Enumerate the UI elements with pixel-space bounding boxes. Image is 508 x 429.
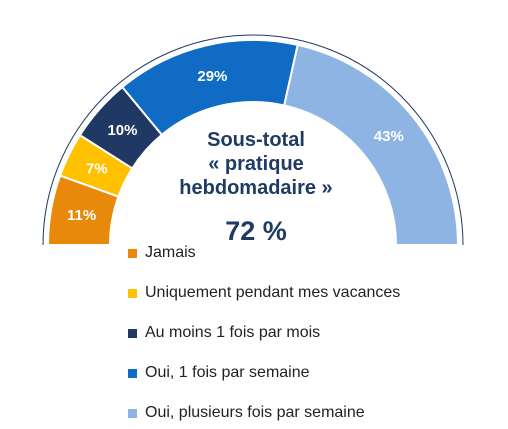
legend-swatch xyxy=(128,328,137,338)
legend-swatch xyxy=(128,368,137,378)
legend-item-mois: Au moins 1 fois par mois xyxy=(128,323,320,343)
segment-label: 10% xyxy=(107,122,137,139)
legend-swatch xyxy=(128,288,137,298)
legend-item-plusieurs-fois-semaine: Oui, plusieurs fois par semaine xyxy=(128,403,365,423)
outer-ring-line xyxy=(42,34,464,246)
legend-label: Uniquement pendant mes vacances xyxy=(145,284,401,301)
legend-label: Jamais xyxy=(145,244,196,261)
legend-label: Au moins 1 fois par mois xyxy=(145,324,321,341)
subtotal-value: 72 % xyxy=(225,216,287,246)
subtotal-title-line-1: Sous-total xyxy=(207,129,305,151)
legend-item-jamais: Jamais xyxy=(128,243,196,263)
legend-item-vacances: Uniquement pendant mes vacances xyxy=(128,283,400,303)
segment-label: 11% xyxy=(67,207,96,224)
segment-label: 7% xyxy=(86,160,108,177)
segment-label: 29% xyxy=(197,68,227,85)
legend-label: Oui, 1 fois par semaine xyxy=(145,364,310,381)
legend-swatch xyxy=(128,408,137,418)
legend-swatch xyxy=(128,248,137,258)
legend-item-1-fois-semaine: Oui, 1 fois par semaine xyxy=(128,363,310,383)
segment-label: 43% xyxy=(374,128,404,145)
donut-segment xyxy=(283,43,460,246)
legend-label: Oui, plusieurs fois par semaine xyxy=(145,404,365,421)
subtotal-title: Sous-total « pratique hebdomadaire » xyxy=(150,128,362,200)
subtotal-title-line-2: « pratique xyxy=(208,153,304,175)
subtotal-title-line-3: hebdomadaire » xyxy=(179,177,333,199)
